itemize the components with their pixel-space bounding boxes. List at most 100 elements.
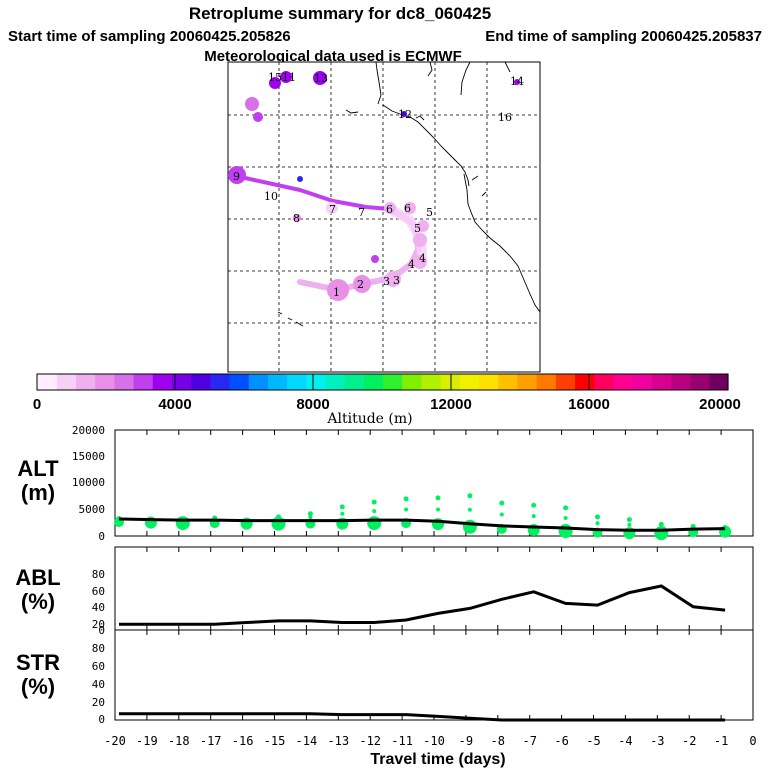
series-layer bbox=[114, 430, 754, 722]
str-panel-frame bbox=[114, 629, 754, 721]
plume-marker bbox=[228, 166, 246, 184]
plume-marker bbox=[385, 271, 401, 287]
plume-marker bbox=[326, 202, 338, 214]
alt-median-marker bbox=[367, 516, 382, 531]
y-tick-label: 20000 bbox=[72, 424, 105, 437]
map-day-label: 3 bbox=[383, 275, 390, 288]
met-data-label: Meteorological data used is ECMWF bbox=[204, 48, 462, 65]
alt-spread-point bbox=[658, 521, 664, 527]
map-day-label: 3 bbox=[393, 274, 400, 287]
x-tick-labels: -20 -19 -18 -17 -16 -15 -14 -13 -12 -11 -10 -9 -8 -7-… bbox=[104, 734, 756, 748]
alt-spread-point bbox=[595, 514, 600, 520]
colorbar-cell bbox=[305, 374, 326, 390]
colorbar-cell bbox=[574, 374, 595, 390]
alt-panel-unit: (m) bbox=[21, 480, 55, 505]
y-tick-label: 80 bbox=[92, 568, 105, 581]
x-tick-label: -5 bbox=[586, 734, 600, 748]
y-tick-label: 0 bbox=[98, 624, 105, 637]
map-plume-markers bbox=[228, 71, 520, 301]
alt-spread-point bbox=[595, 521, 600, 526]
map-day-label: 14 bbox=[510, 75, 524, 88]
colorbar-tick: 12000 bbox=[430, 396, 472, 413]
colorbar-cell bbox=[612, 374, 633, 390]
x-tick-label: -8 bbox=[491, 734, 505, 748]
colorbar-cell bbox=[382, 374, 403, 390]
colorbar-cell bbox=[286, 374, 307, 390]
colorbar-cell bbox=[708, 374, 729, 390]
map-day-labels: 1 2 3 3 4 4 5 5 6 6 7 7 8 9 10 11 12 13 … bbox=[233, 71, 524, 299]
map-day-label: 8 bbox=[293, 212, 300, 225]
x-tick-label: -2 bbox=[682, 734, 696, 748]
start-time-sampling: Start time of sampling 20060425.205826 bbox=[8, 28, 291, 45]
plume-marker bbox=[417, 220, 429, 232]
colorbar-tick: 0 bbox=[33, 396, 41, 413]
y-tick-label: 0 bbox=[98, 713, 105, 726]
colorbar-cell bbox=[478, 374, 499, 390]
plume-marker bbox=[253, 112, 263, 122]
colorbar-cell bbox=[248, 374, 268, 390]
map-graticule bbox=[228, 62, 540, 372]
plume-marker bbox=[327, 279, 349, 301]
colorbar-cell bbox=[420, 374, 441, 390]
plume-marker bbox=[313, 71, 327, 85]
map-frame bbox=[227, 61, 541, 373]
altitude-colorbar bbox=[36, 373, 729, 391]
map-day-label: 6 bbox=[386, 203, 393, 216]
alt-median-marker bbox=[271, 516, 286, 531]
str-y-ticks: 80 60 40 20 0 bbox=[92, 642, 105, 726]
plume-marker bbox=[413, 233, 427, 247]
colorbar-cell bbox=[401, 374, 422, 390]
colorbar-frame bbox=[36, 373, 729, 391]
map-day-label: 11 bbox=[282, 71, 296, 84]
y-tick-label: 0 bbox=[98, 530, 105, 543]
alt-y-ticks: 20000 15000 10000 5000 0 bbox=[72, 424, 105, 543]
colorbar-cell bbox=[190, 374, 211, 390]
colorbar-cell bbox=[440, 374, 460, 390]
colorbar-cell bbox=[516, 374, 537, 390]
alt-spread-point bbox=[340, 511, 345, 516]
plume-marker bbox=[245, 97, 259, 111]
x-tick-label: -11 bbox=[391, 734, 413, 748]
y-tick-label: 15000 bbox=[72, 450, 105, 463]
x-tick-label: -10 bbox=[423, 734, 445, 748]
colorbar-cell bbox=[132, 374, 153, 390]
colorbar-tick: 8000 bbox=[296, 396, 329, 413]
colorbar-cell bbox=[324, 374, 345, 390]
y-tick-label: 60 bbox=[92, 585, 105, 598]
x-tick-label: -18 bbox=[168, 734, 190, 748]
end-time-sampling: End time of sampling 20060425.205837 bbox=[485, 28, 762, 45]
colorbar-cell bbox=[56, 374, 76, 390]
colorbar-cell bbox=[632, 374, 652, 390]
str-panel-label: STR bbox=[16, 650, 60, 675]
colorbar-cell bbox=[152, 374, 172, 390]
alt-spread-point bbox=[499, 512, 504, 517]
colorbar-cell bbox=[228, 374, 249, 390]
abl-y-ticks: 80 60 40 20 0 bbox=[92, 568, 105, 637]
plume-marker bbox=[413, 255, 427, 269]
alt-spread-point bbox=[627, 522, 632, 527]
plume-marker bbox=[293, 214, 301, 222]
alt-median-marker bbox=[175, 516, 190, 531]
colorbar-cell bbox=[536, 374, 556, 390]
x-tick-label: -12 bbox=[359, 734, 381, 748]
plume-marker bbox=[384, 202, 396, 214]
colorbar-cell bbox=[171, 374, 192, 390]
abl-line bbox=[119, 584, 726, 626]
colorbar-cell bbox=[75, 374, 96, 390]
colorbar-cell bbox=[267, 374, 288, 390]
str-panel-unit: (%) bbox=[21, 674, 55, 699]
alt-spread-point bbox=[531, 502, 537, 508]
y-tick-label: 40 bbox=[92, 678, 105, 691]
y-tick-label: 20 bbox=[92, 696, 105, 709]
colorbar-cell bbox=[555, 374, 576, 390]
x-tick-label: -9 bbox=[459, 734, 473, 748]
trajectory-map: 1 2 3 3 4 4 5 5 6 6 7 7 8 9 10 11 12 13 … bbox=[227, 61, 541, 373]
x-tick-label: -17 bbox=[200, 734, 222, 748]
plume-marker bbox=[404, 202, 416, 214]
alt-spread-point bbox=[563, 515, 568, 520]
abl-panel-unit: (%) bbox=[21, 589, 55, 614]
colorbar-label: Altitude (m) bbox=[326, 411, 412, 427]
map-day-label: 2 bbox=[357, 278, 364, 291]
alt-spread-point bbox=[436, 507, 440, 512]
